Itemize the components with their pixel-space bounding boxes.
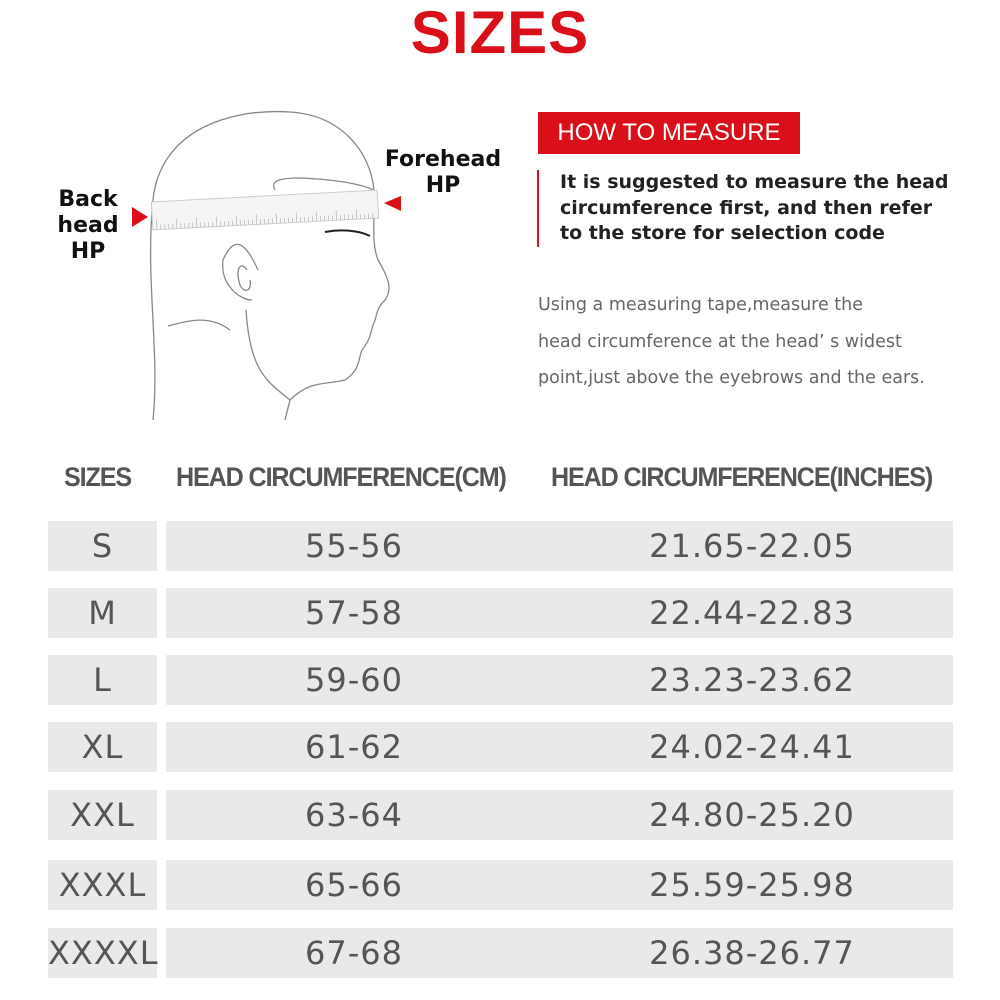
measurement-cell: 55-56 21.65-22.05	[166, 521, 953, 571]
cm-value: 59-60	[305, 661, 403, 699]
head-measurement-illustration	[132, 110, 401, 420]
size-cell: L	[48, 655, 157, 705]
forehead-label-line: Forehead	[384, 147, 502, 172]
size-cell: XL	[48, 722, 157, 772]
head-outline	[149, 110, 375, 420]
cm-value: 57-58	[305, 594, 403, 632]
ear	[222, 243, 259, 301]
measurement-cell: 67-68 26.38-26.77	[166, 928, 953, 978]
back-label-line: HP	[70, 239, 106, 264]
eyebrow	[324, 229, 371, 237]
inches-value: 24.02-24.41	[649, 728, 855, 766]
measurement-cell: 63-64 24.80-25.20	[166, 790, 953, 840]
inches-value: 22.44-22.83	[649, 594, 855, 632]
cm-value: 55-56	[305, 527, 403, 565]
measurement-cell: 57-58 22.44-22.83	[166, 588, 953, 638]
size-cell: XXXXL	[48, 928, 158, 978]
description-line: point,just above the eyebrows and the ea…	[538, 368, 925, 388]
header-sizes: SIZES	[64, 462, 132, 492]
header-cm: HEAD CIRCUMFERENCE(CM)	[176, 462, 507, 492]
inches-value: 25.59-25.98	[649, 866, 855, 904]
cm-value: 63-64	[305, 796, 403, 834]
size-cell: XXL	[48, 790, 157, 840]
back-label-line: head	[57, 213, 119, 238]
size-cell: S	[48, 521, 157, 571]
table-row: M 57-58 22.44-22.83	[48, 588, 953, 638]
table-row: L 59-60 23.23-23.62	[48, 655, 953, 705]
measurement-cell: 59-60 23.23-23.62	[166, 655, 953, 705]
measurement-cell: 61-62 24.02-24.41	[166, 722, 953, 772]
forehead-label: Forehead HP	[383, 147, 503, 199]
inches-value: 26.38-26.77	[649, 934, 855, 972]
cm-value: 65-66	[305, 866, 403, 904]
description-line: head circumference at the head’ s widest	[538, 331, 902, 352]
header-inches: HEAD CIRCUMFERENCE(INCHES)	[551, 462, 933, 492]
cm-value: 61-62	[305, 728, 403, 766]
measuring-tape	[150, 189, 380, 231]
inches-value: 21.65-22.05	[649, 527, 855, 565]
table-row: XL 61-62 24.02-24.41	[48, 722, 953, 772]
description-line: Using a measuring tape,measure the	[538, 295, 864, 315]
measure-description: Using a measuring tape,measure the head …	[538, 287, 978, 397]
inches-value: 23.23-23.62	[649, 661, 855, 699]
table-row: XXXXL 67-68 26.38-26.77	[48, 928, 953, 978]
measurement-cell: 65-66 25.59-25.98	[166, 860, 953, 910]
page-title: SIZES	[410, 0, 590, 66]
back-label-line: Back	[58, 187, 118, 212]
measure-suggestion: It is suggested to measure the head circ…	[537, 170, 960, 247]
back-marker-icon	[132, 207, 148, 227]
forehead-label-line: HP	[425, 173, 461, 198]
back-head-label: Back head HP	[52, 187, 124, 265]
table-row: S 55-56 21.65-22.05	[48, 521, 953, 571]
how-to-measure-badge: HOW TO MEASURE	[538, 112, 800, 154]
inches-value: 24.80-25.20	[649, 796, 855, 834]
size-cell: XXXL	[48, 860, 157, 910]
table-row: XXL 63-64 24.80-25.20	[48, 790, 953, 840]
table-row: XXXL 65-66 25.59-25.98	[48, 860, 953, 910]
forehead-marker-icon	[384, 196, 401, 211]
cm-value: 67-68	[305, 934, 403, 972]
size-cell: M	[48, 588, 157, 638]
